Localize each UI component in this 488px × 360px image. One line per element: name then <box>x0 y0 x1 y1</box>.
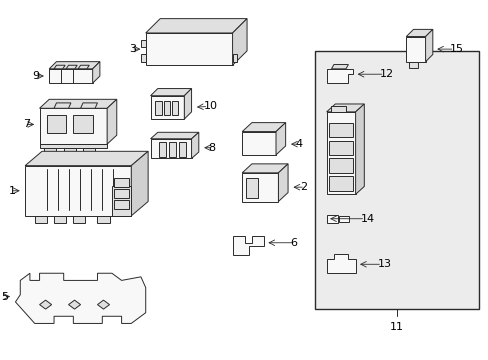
Polygon shape <box>150 96 184 119</box>
Text: 2: 2 <box>300 182 306 192</box>
Polygon shape <box>131 151 148 216</box>
Polygon shape <box>40 144 107 148</box>
Polygon shape <box>78 65 89 69</box>
Polygon shape <box>275 123 285 155</box>
Bar <box>245 178 258 198</box>
Text: 14: 14 <box>360 214 374 224</box>
Polygon shape <box>66 65 77 69</box>
Polygon shape <box>44 148 56 153</box>
Polygon shape <box>425 30 432 62</box>
Polygon shape <box>232 235 264 255</box>
Polygon shape <box>355 104 364 194</box>
Polygon shape <box>278 164 287 202</box>
Polygon shape <box>184 89 191 119</box>
Polygon shape <box>97 300 109 309</box>
Polygon shape <box>54 103 71 108</box>
Polygon shape <box>326 253 355 273</box>
Bar <box>114 178 128 187</box>
Polygon shape <box>406 37 425 62</box>
Text: 10: 10 <box>203 102 217 112</box>
Text: 7: 7 <box>23 120 30 129</box>
Polygon shape <box>25 151 148 166</box>
Polygon shape <box>331 64 347 69</box>
Text: 4: 4 <box>295 139 302 149</box>
Polygon shape <box>339 216 348 222</box>
Polygon shape <box>232 54 237 62</box>
Polygon shape <box>242 173 278 202</box>
Text: 15: 15 <box>449 44 463 54</box>
Bar <box>328 158 352 173</box>
Polygon shape <box>326 112 355 194</box>
Polygon shape <box>145 19 246 33</box>
Polygon shape <box>326 69 352 83</box>
Text: 1: 1 <box>8 186 16 196</box>
Polygon shape <box>16 273 145 323</box>
Text: 13: 13 <box>377 259 390 269</box>
Polygon shape <box>141 54 145 62</box>
Polygon shape <box>112 186 131 216</box>
Polygon shape <box>49 62 100 69</box>
Text: 3: 3 <box>129 44 136 54</box>
Polygon shape <box>81 103 97 108</box>
Bar <box>314 51 478 309</box>
Polygon shape <box>191 132 199 158</box>
Text: 5: 5 <box>1 292 8 302</box>
Text: 11: 11 <box>389 322 403 332</box>
Bar <box>328 140 352 155</box>
Bar <box>168 142 176 157</box>
Bar <box>328 123 352 137</box>
Bar <box>114 200 128 209</box>
Polygon shape <box>145 33 232 65</box>
Polygon shape <box>35 216 47 223</box>
Bar <box>163 101 169 116</box>
Text: 9: 9 <box>32 71 40 81</box>
Polygon shape <box>408 62 418 68</box>
Polygon shape <box>54 216 66 223</box>
Bar <box>171 101 178 116</box>
Bar <box>159 142 166 157</box>
Bar <box>47 116 66 134</box>
Text: 6: 6 <box>290 238 297 248</box>
Polygon shape <box>49 69 92 83</box>
Polygon shape <box>107 99 117 144</box>
Polygon shape <box>150 89 191 96</box>
Polygon shape <box>63 148 76 153</box>
Bar <box>114 189 128 198</box>
Polygon shape <box>326 104 364 112</box>
Polygon shape <box>242 123 285 132</box>
Polygon shape <box>331 107 345 112</box>
Bar <box>328 176 352 191</box>
Polygon shape <box>83 148 95 153</box>
Bar <box>73 116 92 134</box>
Text: 12: 12 <box>379 69 393 79</box>
Polygon shape <box>326 215 337 223</box>
Polygon shape <box>242 132 275 155</box>
Text: 8: 8 <box>208 143 215 153</box>
Polygon shape <box>73 216 85 223</box>
Polygon shape <box>92 62 100 83</box>
Polygon shape <box>150 139 191 158</box>
Polygon shape <box>25 166 131 216</box>
Polygon shape <box>242 164 287 173</box>
Polygon shape <box>68 300 81 309</box>
Polygon shape <box>141 40 145 47</box>
Polygon shape <box>406 30 432 37</box>
Polygon shape <box>54 65 65 69</box>
Bar <box>178 142 185 157</box>
Polygon shape <box>40 99 117 108</box>
Polygon shape <box>40 300 52 309</box>
Polygon shape <box>97 216 109 223</box>
Bar <box>155 101 162 116</box>
Polygon shape <box>150 132 199 139</box>
Polygon shape <box>232 19 246 65</box>
Polygon shape <box>40 108 107 144</box>
